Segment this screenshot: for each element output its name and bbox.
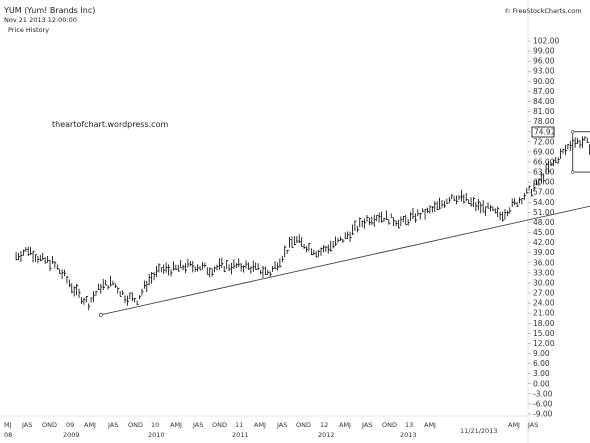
x-month-label: 13 [405,421,413,429]
x-month-label: OND [128,421,143,429]
x-month-label: AMJ [424,421,436,429]
last-price-value: 74.92 [534,127,556,136]
y-tick-label: 81.00 [533,107,555,116]
x-month-label: AMJ [84,421,96,429]
y-axis: 102.0099.0096.0093.0090.0087.0084.0081.0… [528,37,559,419]
x-month-label: AMJ [339,421,351,429]
y-tick-label: 102.00 [533,37,559,46]
y-tick-label: 12.00 [533,339,555,348]
y-tick-label: 3.00 [533,369,550,378]
annotation-url: theartofchart.wordpress.com [52,120,168,129]
range-box [572,131,590,173]
x-month-label: JAS [527,421,538,429]
range-box-corner [570,170,575,174]
x-month-label: JAS [276,421,287,429]
chart-title: YUM (Yum! Brands Inc) [3,6,95,15]
price-series [15,136,590,311]
x-month-label: JAS [21,421,32,429]
y-tick-label: 99.00 [533,47,555,56]
x-year-label: 2012 [318,431,335,439]
trendline [100,205,590,316]
y-tick-label: 57.00 [533,188,555,197]
x-month-label: 10 [151,421,159,429]
x-month-label: AMJ [170,421,182,429]
x-month-label: OND [296,421,311,429]
x-month-label: OND [42,421,57,429]
y-tick-label: 96.00 [533,57,555,66]
y-tick-label: 39.00 [533,248,555,257]
panel-label: Price History [8,26,49,34]
y-tick-label: 54.00 [533,198,555,207]
y-tick-label: 15.00 [533,329,555,338]
x-year-label: 2009 [63,431,80,439]
y-tick-label: 0.00 [533,379,550,388]
source-label: © FreeStockCharts.com [504,7,582,15]
trendline-anchor [98,312,103,317]
x-month-label: MJ [4,421,12,429]
x-month-label: 09 [66,421,74,429]
x-year-label: 08 [4,431,12,439]
last-price-badge [531,126,555,138]
y-tick-label: 90.00 [533,77,555,86]
y-tick-label: 93.00 [533,67,555,76]
y-tick-label: 18.00 [533,319,555,328]
y-tick-label: -6.00 [533,399,553,408]
x-year-label: 2010 [148,431,165,439]
y-tick-label: -3.00 [533,389,553,398]
y-tick-label: 84.00 [533,97,555,106]
y-tick-label: 63.00 [533,168,555,177]
y-tick-label: 9.00 [533,349,550,358]
trend-overlays [98,130,590,317]
range-box-corner [570,130,575,134]
y-tick-label: -9.00 [533,410,553,419]
x-month-label: OND [382,421,397,429]
x-month-label: AMJ [508,421,520,429]
y-tick-label: 72.00 [533,137,555,146]
x-month-label: JAS [361,421,372,429]
y-tick-label: 87.00 [533,87,555,96]
cursor-date-label: 11/21/2013 [460,427,497,435]
y-tick-label: 48.00 [533,218,555,227]
y-tick-label: 21.00 [533,309,555,318]
x-month-label: 11 [235,421,243,429]
y-tick-label: 66.00 [533,157,555,166]
y-tick-label: 27.00 [533,289,555,298]
y-tick-label: 42.00 [533,238,555,247]
x-year-label: 2011 [232,431,249,439]
y-tick-label: 24.00 [533,299,555,308]
x-month-label: AMJ [254,421,266,429]
y-tick-label: 33.00 [533,268,555,277]
y-tick-label: 51.00 [533,208,555,217]
y-tick-label: 30.00 [533,278,555,287]
y-tick-label: 45.00 [533,228,555,237]
x-year-label: 2013 [400,431,417,439]
y-tick-label: 36.00 [533,258,555,267]
chart-datetime: Nov 21 2013 12:00:00 [4,16,77,24]
x-month-label: 12 [320,421,328,429]
x-axis: MJ JAS OND 09 AMJ JAS OND 10 AMJ JAS OND 11 AMJ JAS ON… [0,415,538,439]
x-month-label: JAS [107,421,118,429]
y-tick-label: 78.00 [533,117,555,126]
x-month-label: JAS [192,421,203,429]
y-tick-label: 69.00 [533,147,555,156]
x-month-label: OND [212,421,227,429]
y-tick-label: 6.00 [533,359,550,368]
